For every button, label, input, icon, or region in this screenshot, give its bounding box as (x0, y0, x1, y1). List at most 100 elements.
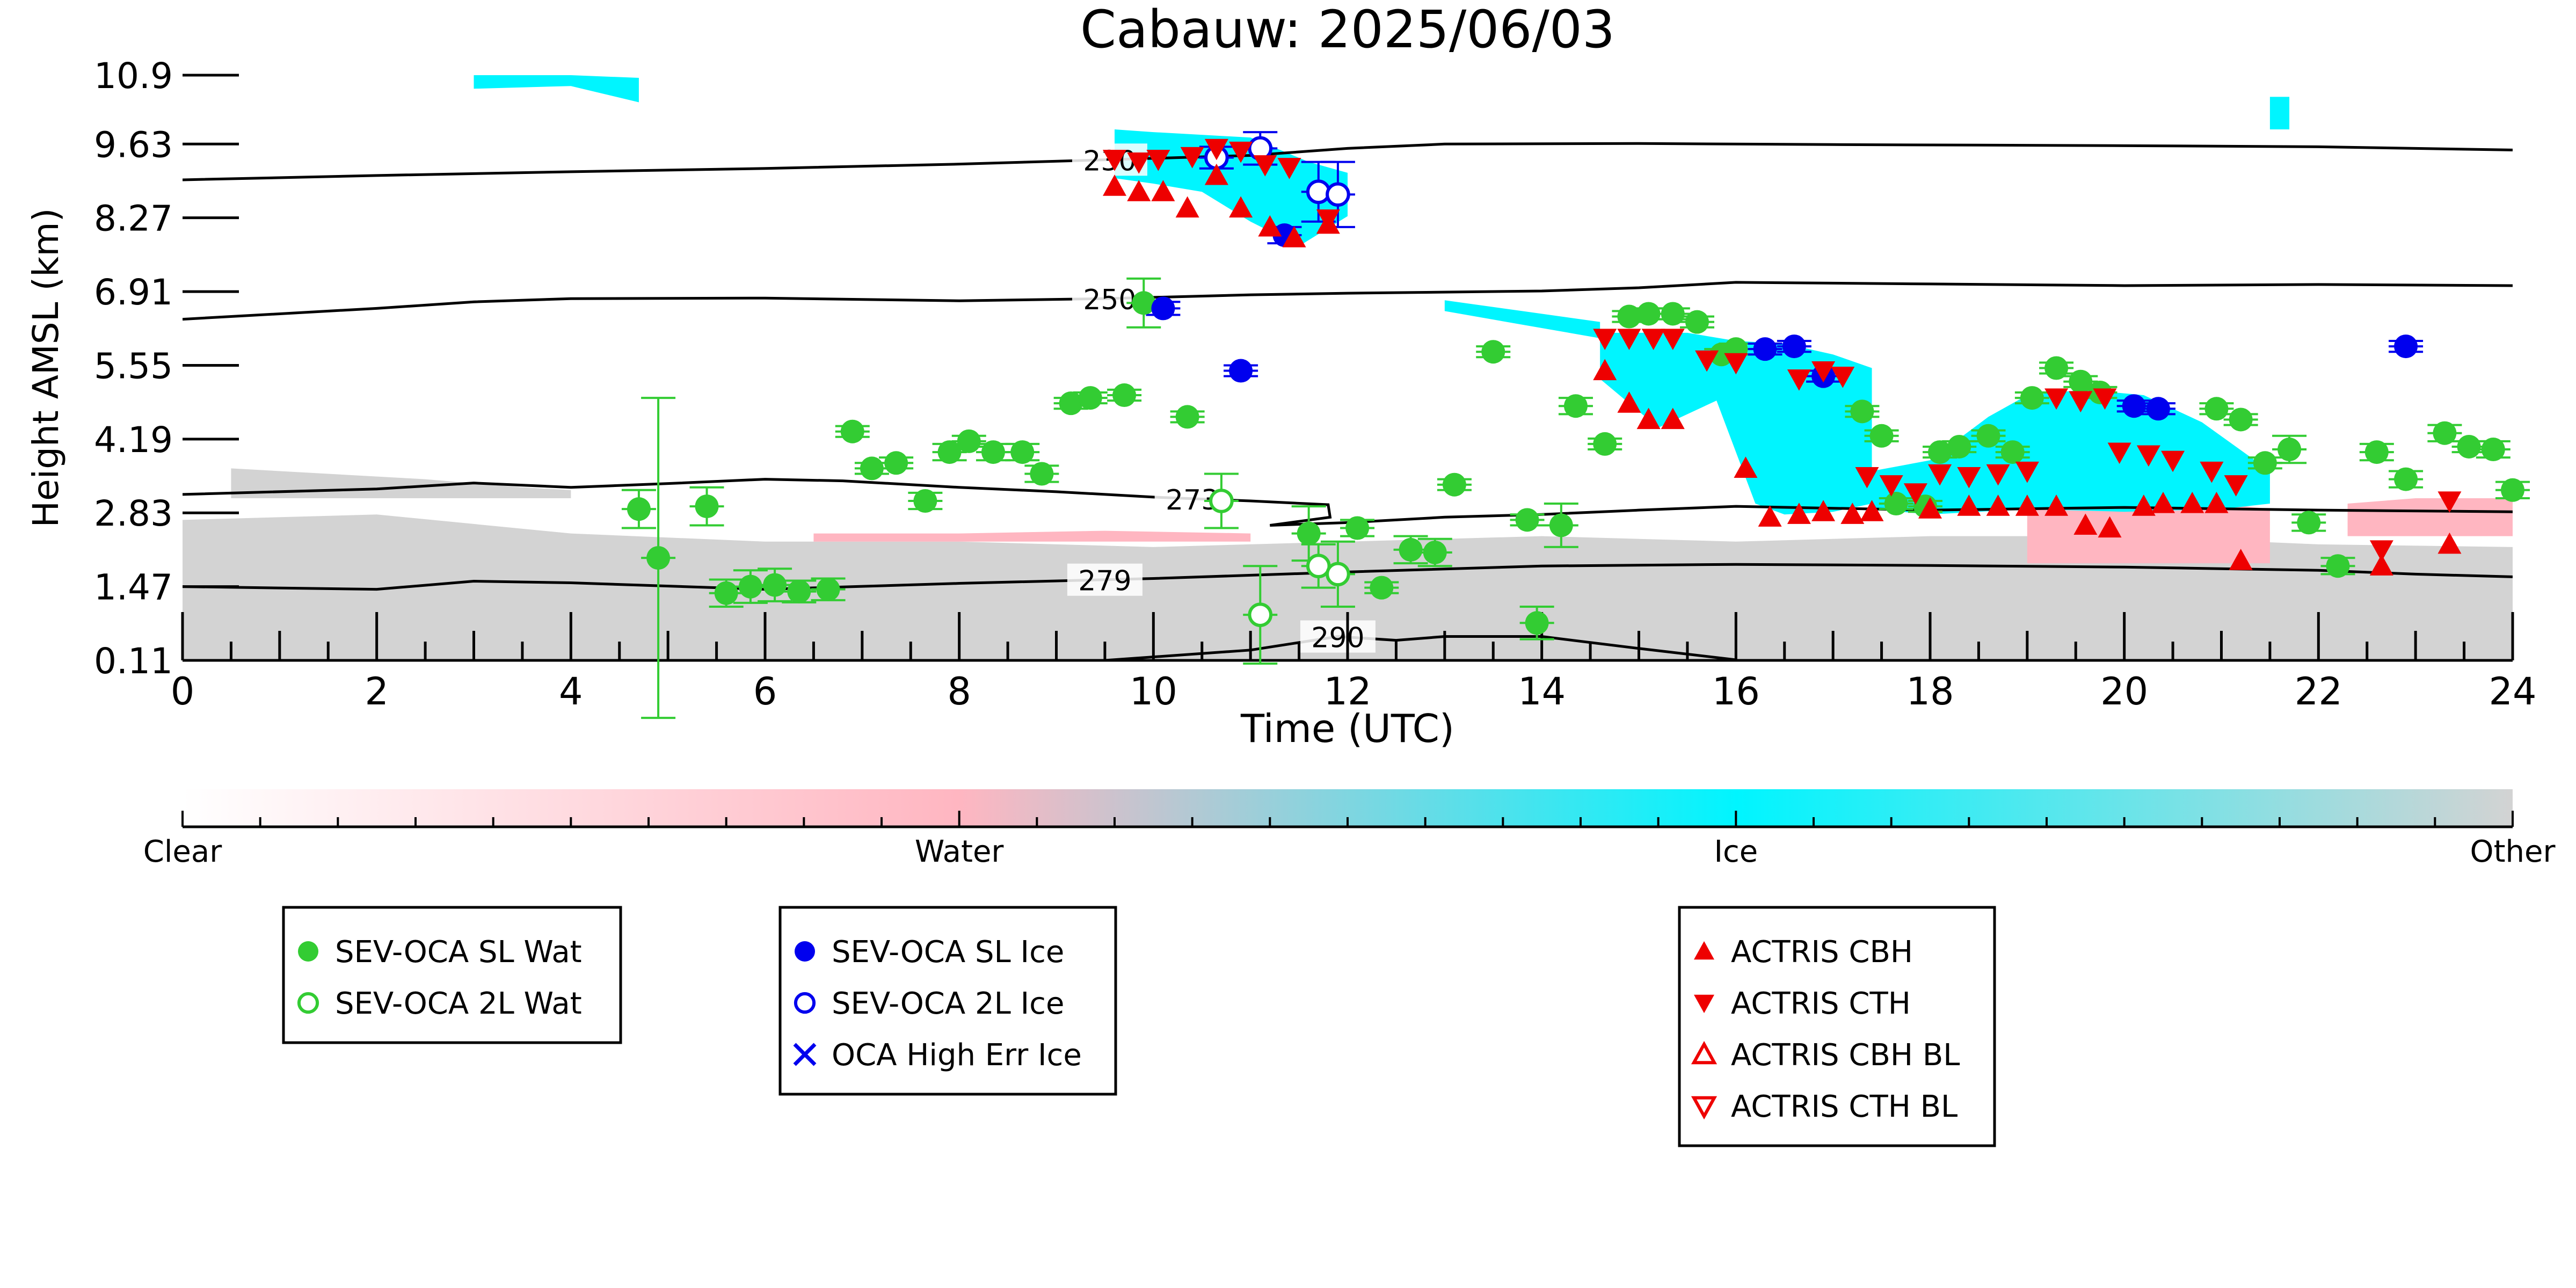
point-sev-oca-2l-wat (1326, 562, 1350, 587)
legend-label: ACTRIS CBH (1731, 935, 1913, 970)
class-region-ice-9 (474, 75, 639, 103)
contour-label-bg-279 (1067, 563, 1143, 596)
point-sev-oca-2l-ice (1326, 182, 1350, 207)
point-actris-cbh (1840, 503, 1865, 524)
legend-label: SEV-OCA 2L Wat (335, 986, 582, 1021)
point-actris-cth (1986, 464, 2010, 486)
x-tick-label: 8 (947, 670, 971, 714)
y-tick-label: 0.11 (94, 641, 173, 682)
point-sev-oca-sl-wat (1132, 291, 1156, 315)
point-sev-oca-sl-ice (2122, 394, 2146, 418)
point-actris-cth (2136, 445, 2160, 467)
point-actris-cbh (1175, 196, 1199, 218)
point-sev-oca-sl-wat (1976, 424, 2000, 448)
point-sev-oca-sl-wat (1928, 440, 1952, 464)
legend-marker-sev-oca-2l-wat (297, 992, 319, 1014)
legend-label: ACTRIS CTH BL (1731, 1089, 1958, 1124)
point-sev-oca-2l-wat (1209, 489, 1234, 513)
point-actris-cth (2044, 388, 2069, 410)
point-sev-oca-sl-wat (2481, 438, 2505, 462)
x-tick-label: 12 (1323, 670, 1371, 714)
colorbar-label-clear: Clear (143, 834, 222, 869)
point-sev-oca-sl-wat (763, 573, 787, 597)
point-actris-cbh (2180, 492, 2204, 513)
point-actris-cth (1593, 329, 1617, 350)
point-sev-oca-sl-wat (840, 419, 864, 443)
x-axis-label: Time (UTC) (1240, 706, 1454, 751)
legend-box-1 (282, 906, 622, 1044)
legend-marker-actris-cth-bl (1691, 1096, 1718, 1120)
point-sev-oca-sl-wat (1345, 516, 1370, 540)
class-region-water-2 (813, 530, 1251, 542)
contour-label-290: 290 (1311, 622, 1364, 654)
point-sev-oca-sl-wat (1593, 432, 1617, 456)
point-actris-cth (2093, 388, 2117, 410)
x-tick-label: 2 (365, 670, 389, 714)
point-actris-cth (1229, 141, 1253, 163)
x-tick-label: 4 (559, 670, 583, 714)
point-actris-cbh (1758, 505, 1782, 527)
point-sev-oca-sl-wat (1685, 310, 1709, 334)
point-actris-cbh (1811, 500, 1836, 521)
point-actris-cbh (1282, 226, 1306, 248)
legend-marker-actris-cbh-bl (1691, 1040, 1718, 1065)
point-actris-cbh (2229, 549, 2253, 570)
point-sev-oca-sl-wat (1399, 537, 1423, 562)
point-actris-cth (1957, 467, 1981, 489)
point-sev-oca-sl-wat (1297, 521, 1321, 545)
point-actris-cbh (1229, 196, 1253, 218)
point-sev-oca-sl-wat (2253, 451, 2277, 475)
point-sev-oca-sl-wat (957, 429, 981, 453)
point-sev-oca-sl-wat (1636, 302, 1661, 326)
point-actris-cbh (1636, 407, 1661, 430)
colorbar-label-other: Other (2470, 834, 2556, 869)
contour-230 (183, 142, 2513, 181)
point-actris-cbh (2044, 494, 2069, 516)
y-tick-label: 4.19 (94, 419, 173, 461)
point-sev-oca-sl-wat (1563, 394, 1588, 418)
point-actris-cth (2015, 461, 2039, 483)
legend-label: SEV-OCA 2L Ice (832, 986, 1064, 1021)
colorbar-ticks: Clear Water Ice Other (143, 811, 2556, 869)
point-sev-oca-sl-wat (1515, 508, 1539, 532)
x-axis: 0 2 4 6 8 10 12 14 16 18 20 22 24 (171, 612, 2537, 714)
y-tick-label: 5.55 (94, 345, 173, 387)
point-actris-cth (1855, 467, 1879, 489)
point-actris-cbh (1918, 497, 1942, 519)
point-actris-cbh (2151, 492, 2175, 513)
point-sev-oca-sl-wat (2364, 440, 2389, 464)
contour-250 (183, 281, 2513, 321)
point-sev-oca-sl-ice (1151, 296, 1175, 321)
point-actris-cbh (2098, 516, 2122, 538)
point-sev-oca-sl-wat (1661, 302, 1685, 326)
point-sev-oca-sl-wat (1525, 611, 1549, 635)
point-actris-cbh (1957, 494, 1981, 516)
x-tick-label: 6 (753, 670, 777, 714)
x-tick-label: 14 (1518, 670, 1566, 714)
class-region-water-3 (2027, 498, 2270, 564)
legend-label: OCA High Err Ice (832, 1038, 1082, 1073)
point-actris-cbh (2131, 494, 2156, 516)
point-sev-oca-sl-wat (816, 577, 840, 601)
legend-marker-sev-oca-sl-ice (795, 941, 815, 962)
point-sev-oca-sl-wat (1030, 462, 1054, 486)
point-sev-oca-sl-wat (738, 574, 762, 599)
point-sev-oca-sl-wat (2326, 554, 2350, 578)
point-sev-oca-sl-wat (884, 451, 908, 475)
point-actris-cbh (1617, 391, 1641, 413)
point-sev-oca-sl-wat (2020, 386, 2044, 410)
data-markers (627, 136, 2524, 635)
point-actris-cth (2437, 491, 2462, 513)
legend-box-3 (1678, 906, 1996, 1147)
point-sev-oca-sl-wat (981, 440, 1005, 464)
point-sev-oca-sl-wat (1442, 472, 1466, 497)
point-actris-cth (1661, 329, 1685, 350)
point-actris-cth (1204, 139, 1228, 161)
point-actris-cbh (2369, 554, 2393, 576)
y-tick-label: 8.27 (94, 198, 173, 239)
legend-label: ACTRIS CBH BL (1731, 1038, 1960, 1073)
point-sev-oca-sl-wat (1112, 383, 1137, 407)
point-actris-cth (2200, 461, 2224, 483)
point-actris-cbh (1860, 500, 1884, 521)
